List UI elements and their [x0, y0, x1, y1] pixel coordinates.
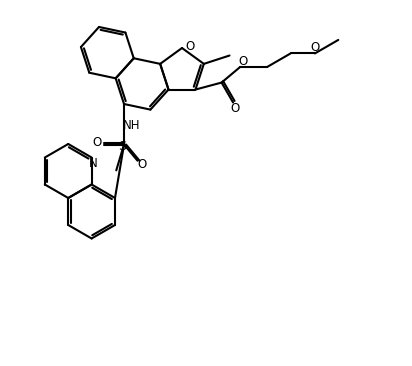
- Text: O: O: [239, 55, 248, 68]
- Text: O: O: [92, 136, 101, 149]
- Text: NH: NH: [123, 119, 141, 132]
- Text: O: O: [310, 41, 319, 54]
- Text: N: N: [89, 157, 98, 170]
- Text: O: O: [137, 158, 146, 171]
- Text: O: O: [185, 40, 194, 52]
- Text: S: S: [118, 140, 126, 153]
- Text: O: O: [230, 102, 240, 115]
